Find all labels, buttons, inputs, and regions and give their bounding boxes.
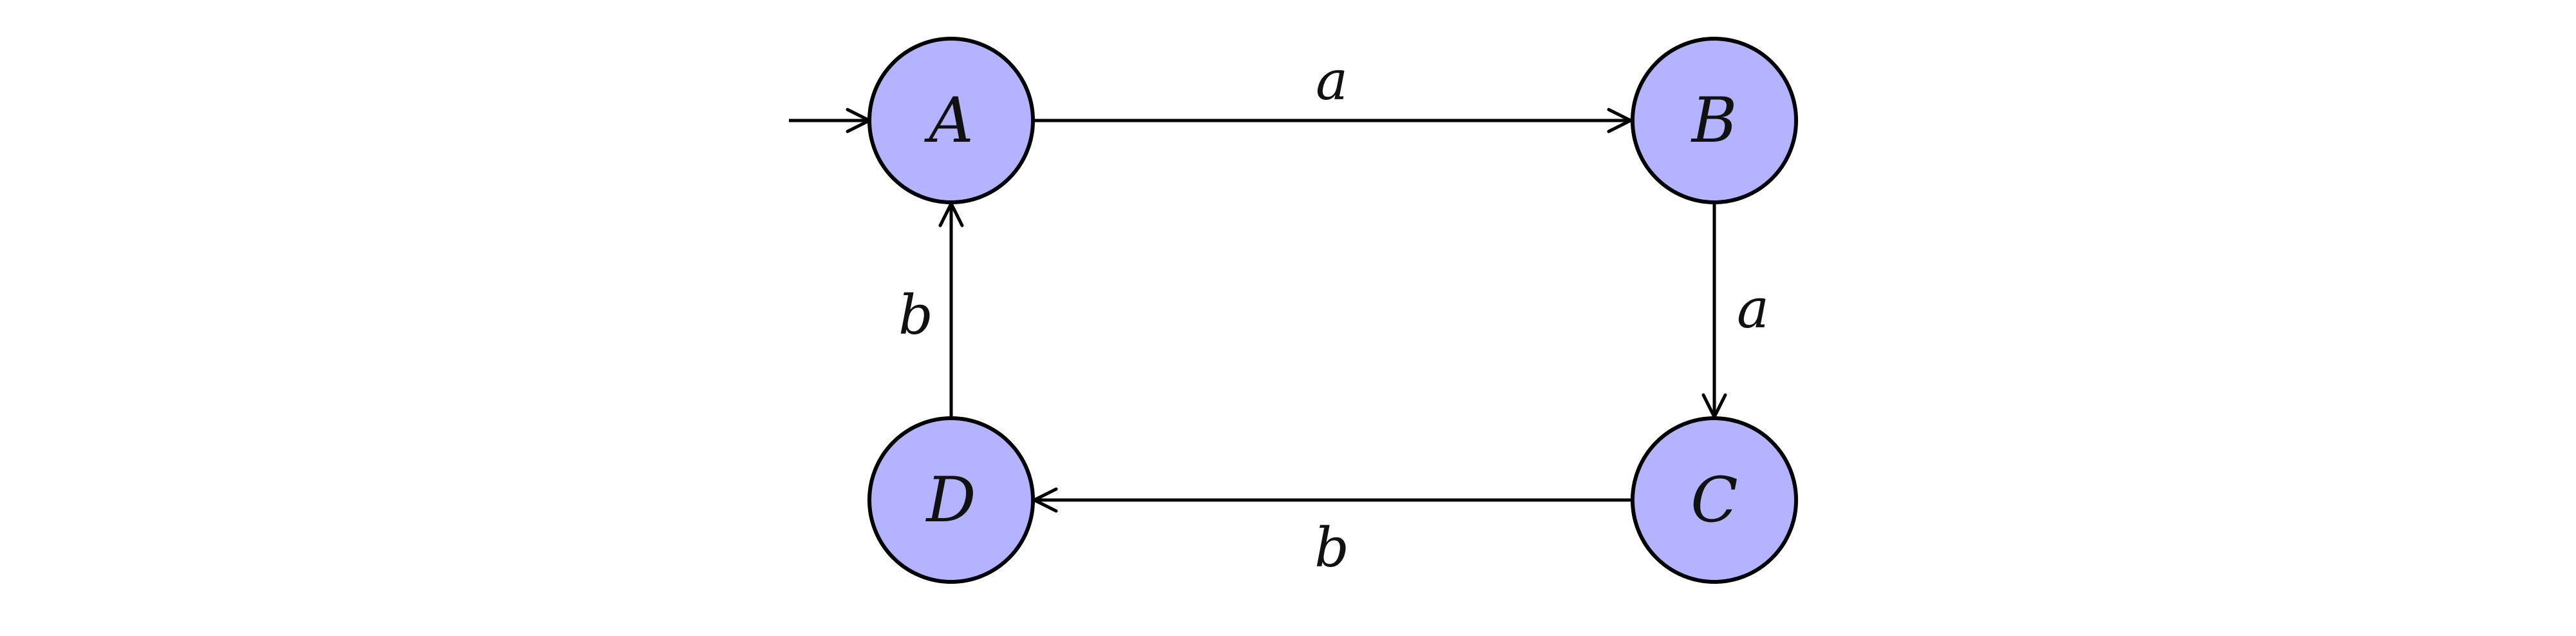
state-label: A [923,84,973,157]
state-d: D [867,416,1035,584]
state-a: A [867,37,1035,204]
state-circle [867,416,1035,584]
transition-c-to-d: b [1032,487,1631,579]
state-label: B [1690,84,1738,157]
state-circle [1631,416,1798,584]
transition-label: b [1314,516,1349,579]
transition-label: a [1737,277,1769,340]
state-c: C [1631,416,1798,584]
state-label: C [1690,464,1738,536]
state-label: D [925,464,976,536]
transition-label: a [1316,49,1348,112]
state-circle [1631,37,1798,204]
state-b: B [1631,37,1798,204]
transition-b-to-c: a [1701,203,1769,419]
transition-a-to-b: a [1034,49,1633,133]
initial-arrow [789,108,871,133]
transition-label: b [898,284,933,347]
state-circle [867,37,1035,204]
transition-d-to-a: b [898,202,964,418]
